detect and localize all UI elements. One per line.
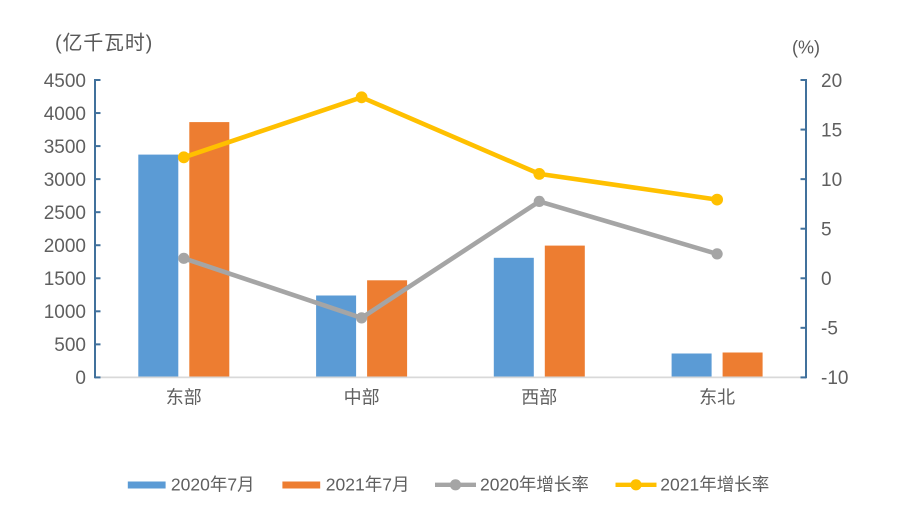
svg-text:0: 0	[821, 269, 832, 290]
svg-text:(%): (%)	[792, 38, 820, 58]
svg-text:5: 5	[821, 220, 832, 241]
svg-text:东部: 东部	[166, 388, 202, 408]
svg-text:2021年7月: 2021年7月	[326, 474, 410, 494]
svg-text:4500: 4500	[44, 71, 86, 92]
svg-text:西部: 西部	[521, 388, 557, 408]
svg-text:1000: 1000	[44, 302, 86, 323]
svg-text:1500: 1500	[44, 269, 86, 290]
svg-text:2021年增长率: 2021年增长率	[660, 474, 769, 494]
svg-text:10: 10	[821, 170, 842, 191]
svg-text:2000: 2000	[44, 236, 86, 257]
svg-text:2500: 2500	[44, 203, 86, 224]
svg-text:东北: 东北	[699, 388, 735, 408]
svg-text:中部: 中部	[344, 388, 380, 408]
svg-text:(亿千瓦时): (亿千瓦时)	[55, 32, 153, 55]
svg-text:2020年增长率: 2020年增长率	[480, 474, 589, 494]
svg-text:3000: 3000	[44, 170, 86, 191]
svg-text:20: 20	[821, 71, 842, 92]
svg-text:-5: -5	[821, 319, 838, 340]
svg-text:2020年7月: 2020年7月	[171, 474, 255, 494]
svg-text:4000: 4000	[44, 104, 86, 125]
svg-text:15: 15	[821, 120, 842, 141]
svg-text:0: 0	[75, 368, 86, 389]
svg-text:500: 500	[54, 335, 86, 356]
svg-text:3500: 3500	[44, 137, 86, 158]
svg-text:-10: -10	[821, 368, 848, 389]
